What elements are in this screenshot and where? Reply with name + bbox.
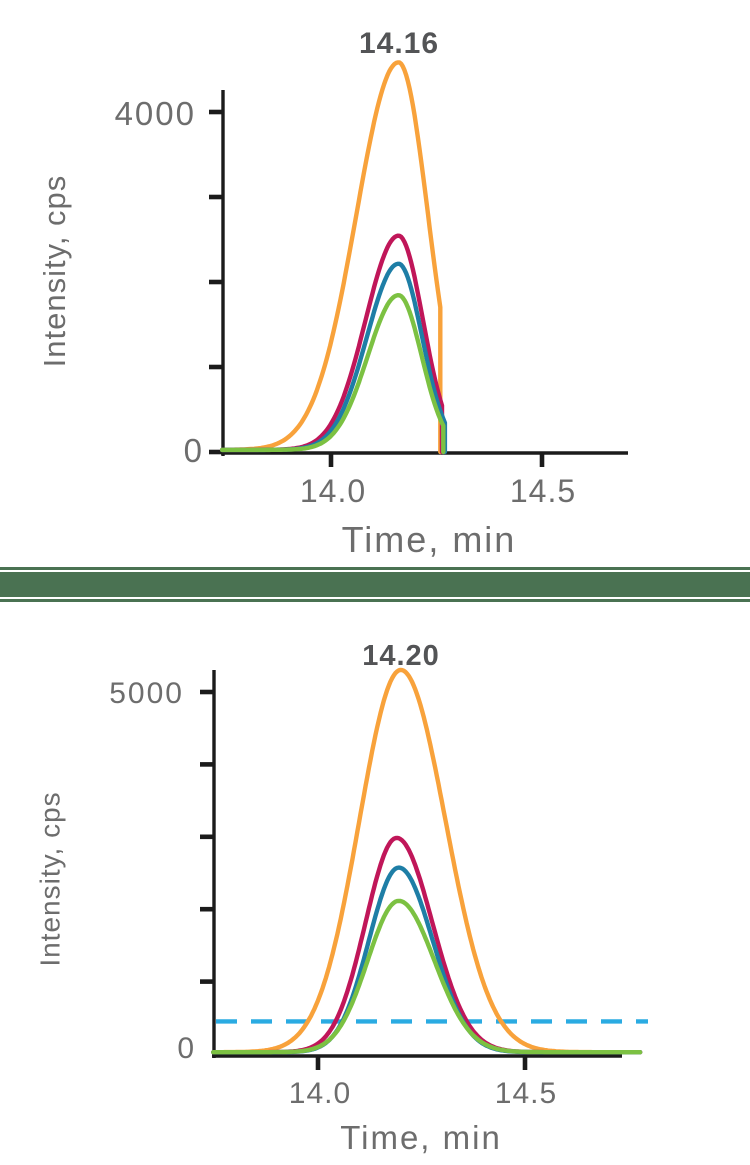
separator-bar bbox=[0, 572, 750, 597]
trace-blue bbox=[219, 261, 448, 455]
bottom-chromatogram bbox=[200, 667, 648, 1070]
bottom-ytick-label-0: 0 bbox=[177, 1032, 194, 1065]
top-xtick-label-14.0: 14.0 bbox=[299, 473, 367, 509]
trace-green bbox=[211, 898, 643, 1055]
top-xtick-label-14.5: 14.5 bbox=[509, 473, 577, 509]
top-x-axis-title: Time, min bbox=[341, 519, 517, 560]
trace-orange bbox=[211, 667, 643, 1055]
separator-line-top bbox=[0, 567, 750, 570]
bottom-ytick-label-5000: 5000 bbox=[109, 677, 184, 710]
bottom-xtick-label-14.0: 14.0 bbox=[288, 1077, 352, 1110]
trace-green bbox=[219, 293, 446, 455]
bottom-peak-retention-label: 14.20 bbox=[362, 640, 440, 672]
bottom-y-axis-title: Intensity, cps bbox=[34, 791, 66, 967]
top-chromatogram bbox=[209, 60, 628, 467]
top-y-axis-title: Intensity, cps bbox=[36, 174, 72, 368]
bottom-x-axis-title: Time, min bbox=[340, 1119, 502, 1156]
top-ytick-label-0: 0 bbox=[183, 432, 202, 469]
top-peak-retention-label: 14.16 bbox=[358, 27, 440, 60]
top-ytick-label-4000: 4000 bbox=[114, 95, 196, 132]
bottom-xtick-label-14.5: 14.5 bbox=[494, 1077, 558, 1110]
separator-line-bottom bbox=[0, 599, 750, 602]
